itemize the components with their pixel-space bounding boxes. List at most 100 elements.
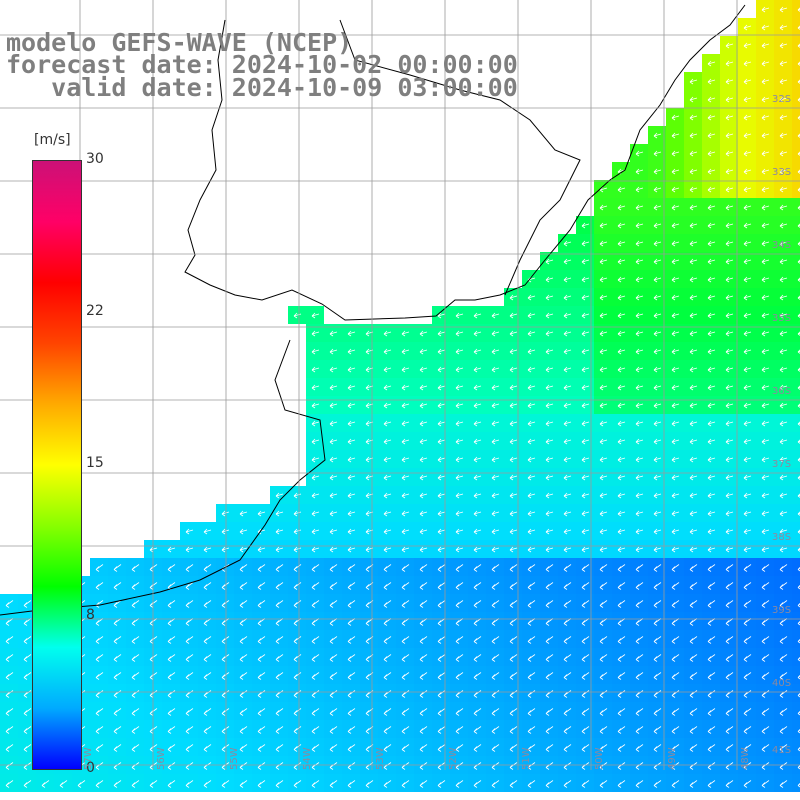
wind-arrow: [653, 330, 662, 337]
wind-arrow: [275, 636, 284, 644]
wind-arrow: [23, 690, 32, 698]
speed-cell: [792, 270, 800, 288]
wind-arrow: [635, 312, 644, 319]
wind-arrow: [509, 456, 518, 463]
wind-arrow: [689, 276, 698, 283]
wind-arrow: [401, 546, 410, 553]
wind-arrow: [257, 726, 266, 734]
wind-arrow: [419, 456, 428, 463]
lon-label: 49W: [667, 747, 678, 770]
wind-arrow: [437, 384, 446, 391]
wind-arrow: [761, 42, 770, 49]
wind-arrow: [185, 546, 194, 553]
wind-arrow: [419, 438, 428, 445]
wind-arrow: [599, 474, 608, 481]
wind-arrow: [707, 258, 716, 265]
wind-arrow: [653, 600, 662, 608]
wind-arrow: [617, 204, 626, 211]
wind-arrow: [275, 690, 284, 698]
wind-arrow: [707, 654, 716, 662]
wind-arrow: [653, 546, 662, 553]
wind-arrow: [671, 240, 680, 247]
coastline-path: [184, 4, 746, 321]
wind-arrow: [275, 708, 284, 716]
wind-arrow: [743, 780, 752, 788]
wind-arrow: [419, 672, 428, 680]
wind-arrow: [653, 654, 662, 662]
speed-cell: [792, 36, 800, 54]
wind-arrow: [275, 780, 284, 788]
wind-arrow: [743, 510, 752, 517]
wind-arrow: [275, 654, 284, 662]
speed-cell: [792, 54, 800, 72]
wind-arrow: [401, 528, 410, 535]
wind-arrow: [635, 690, 644, 698]
wind-arrow: [725, 654, 734, 662]
wind-arrow: [275, 744, 284, 752]
wind-arrow: [491, 312, 500, 319]
wind-arrow: [545, 654, 554, 662]
wind-arrow: [347, 348, 356, 355]
wind-arrow: [401, 582, 410, 590]
wind-arrow: [509, 384, 518, 391]
wind-arrow: [203, 528, 212, 535]
wind-arrow: [473, 510, 482, 517]
wind-arrow: [779, 240, 788, 247]
wind-arrow: [473, 636, 482, 644]
wind-arrow: [725, 510, 734, 517]
wind-arrow: [491, 690, 500, 698]
wind-arrow: [329, 708, 338, 716]
wind-arrow: [599, 276, 608, 283]
wind-arrow: [437, 420, 446, 427]
wind-arrow: [779, 132, 788, 139]
wind-arrow: [113, 726, 122, 734]
wind-arrow: [365, 780, 374, 788]
wind-arrow: [743, 132, 752, 139]
wind-arrow: [725, 600, 734, 608]
wind-arrow: [761, 330, 770, 337]
wind-arrow: [599, 528, 608, 535]
wind-arrow: [509, 528, 518, 535]
wind-arrow: [743, 330, 752, 337]
lat-label: 40S: [772, 678, 792, 689]
wind-arrow: [545, 276, 554, 283]
wind-arrow: [689, 186, 698, 193]
wind-arrow: [635, 654, 644, 662]
wind-arrow: [779, 564, 788, 572]
wind-arrow: [455, 510, 464, 517]
wind-arrow: [725, 780, 734, 788]
wind-arrow: [653, 276, 662, 283]
wind-arrow: [689, 204, 698, 211]
lon-label: 50W: [594, 747, 605, 770]
wind-arrow: [617, 474, 626, 481]
wind-arrow: [527, 636, 536, 644]
wind-arrow: [707, 780, 716, 788]
wind-arrow: [527, 420, 536, 427]
wind-arrow: [311, 600, 320, 608]
wind-arrow: [635, 780, 644, 788]
wind-arrow: [419, 366, 428, 373]
wind-arrow: [743, 654, 752, 662]
wind-arrow: [779, 708, 788, 716]
wind-arrow: [257, 780, 266, 788]
wind-arrow: [635, 564, 644, 572]
wind-arrow: [239, 582, 248, 590]
wind-arrow: [419, 474, 428, 481]
wind-arrow: [401, 474, 410, 481]
wind-arrow: [779, 510, 788, 517]
wind-arrow: [725, 474, 734, 481]
wind-arrow: [95, 582, 104, 590]
wind-arrow: [743, 582, 752, 590]
wind-arrow: [707, 240, 716, 247]
wind-arrow: [401, 402, 410, 409]
wind-arrow: [383, 708, 392, 716]
wind-arrow: [329, 780, 338, 788]
wind-arrow: [617, 546, 626, 553]
wind-arrow: [527, 528, 536, 535]
wind-arrow: [671, 258, 680, 265]
wind-arrow: [635, 672, 644, 680]
wind-arrow: [437, 348, 446, 355]
wind-arrow: [329, 582, 338, 590]
wind-arrow: [221, 708, 230, 716]
